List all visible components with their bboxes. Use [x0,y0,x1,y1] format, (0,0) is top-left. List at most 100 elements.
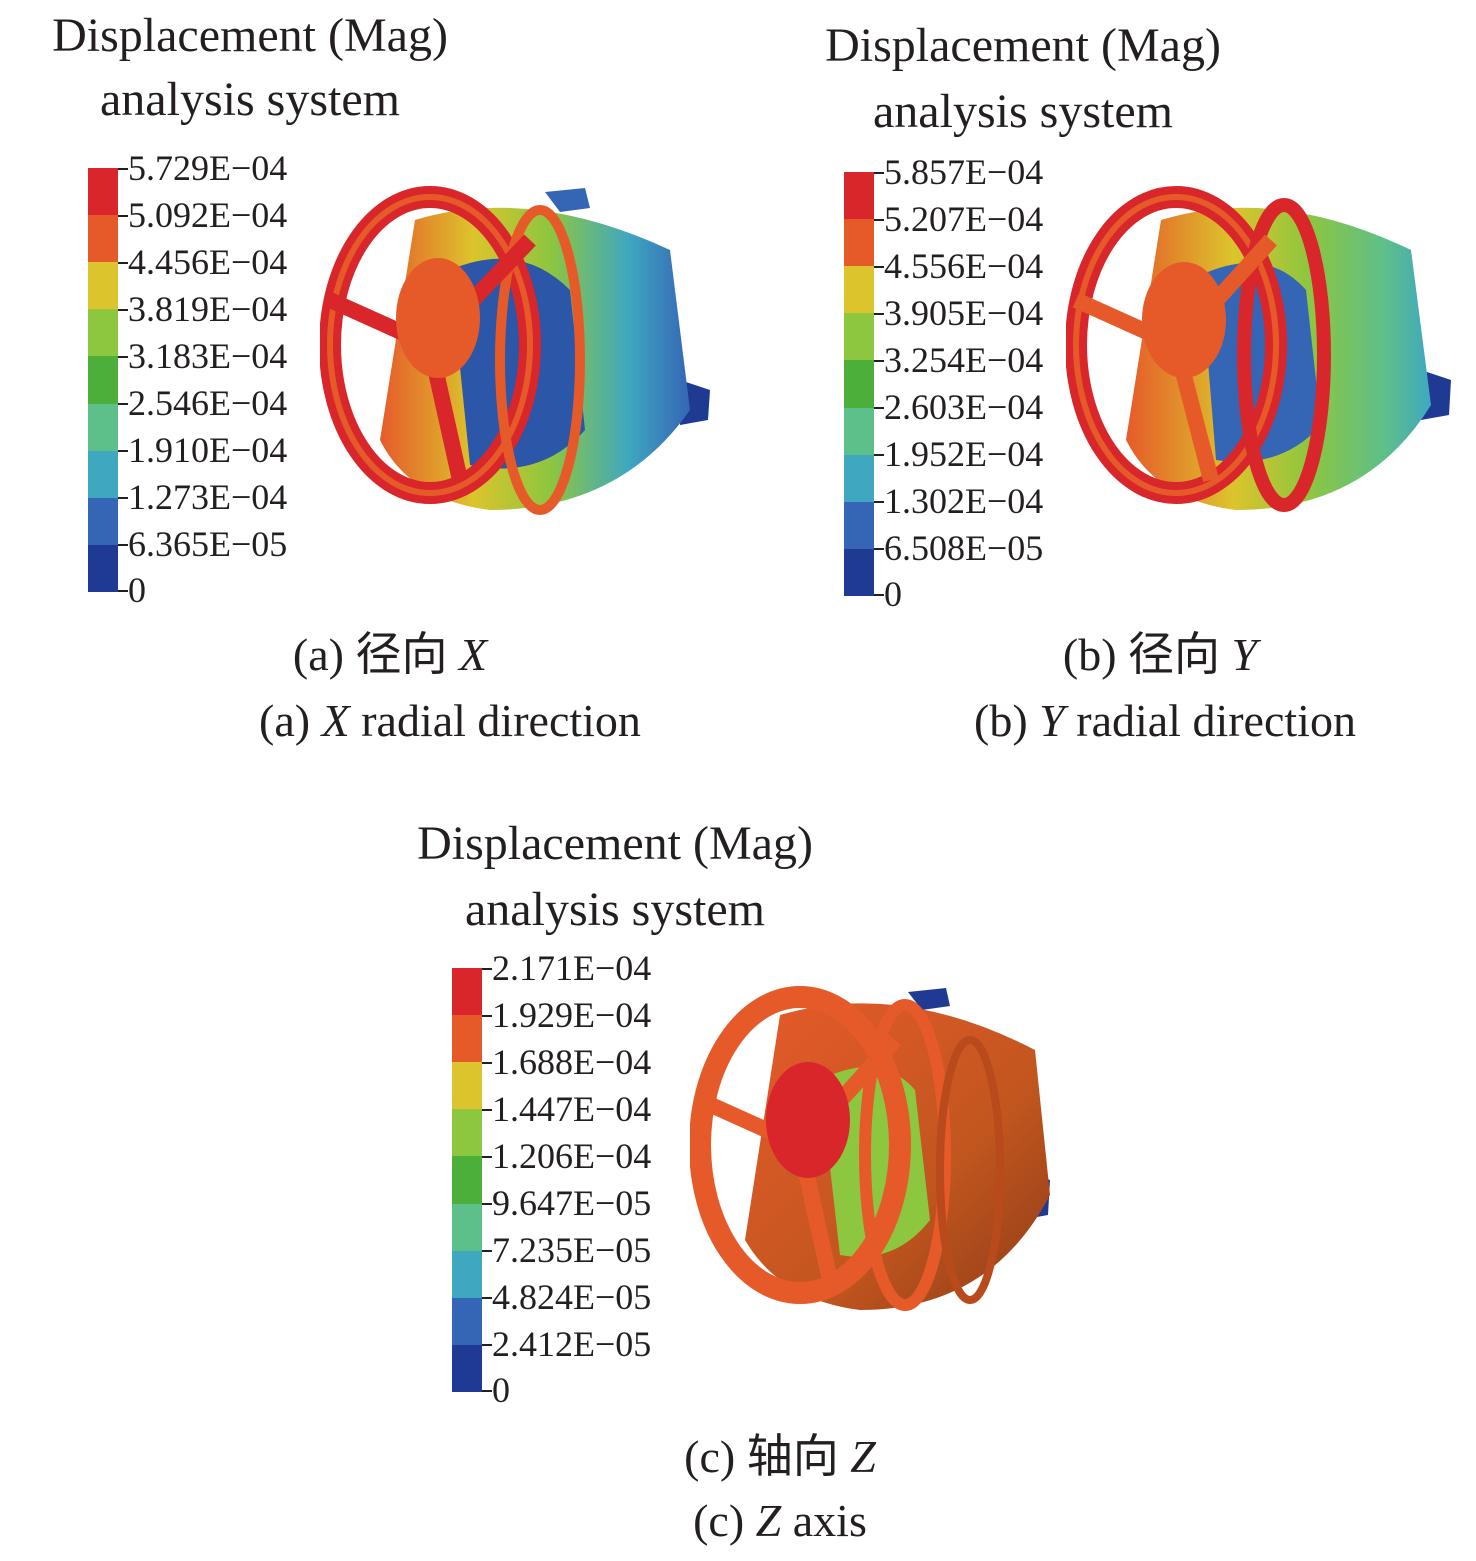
colorbar-segments [844,172,874,597]
colorbar-tick [482,1203,492,1205]
colorbar-tick [874,266,884,268]
caption-axis: Y [1039,695,1065,746]
colorbar-tick [482,1297,492,1299]
colorbar-label: 1.688E−04 [492,1042,652,1082]
colorbar-segment [88,497,118,546]
colorbar-tick [118,168,128,170]
panel-b-caption-en: (b) Y radial direction [930,690,1400,752]
colorbar-tick [118,215,128,217]
caption-prefix: (b) 径向 [1062,629,1232,680]
colorbar-tick [118,403,128,405]
colorbar-tick [118,356,128,358]
caption-prefix: (a) [259,695,322,746]
colorbar-tick [874,313,884,315]
colorbar-label: 3.254E−04 [884,340,1044,380]
colorbar-segment [844,266,874,314]
colorbar-label: 6.508E−05 [884,528,1044,568]
colorbar-segment [452,1344,482,1393]
colorbar-tick [118,262,128,264]
panel-b: Displacement (Mag) analysis system 5.857… [740,0,1476,760]
colorbar-segment [88,168,118,216]
colorbar-segment [844,172,874,220]
colorbar-tick [118,497,128,499]
colorbar-segment [844,407,874,456]
caption-suffix: radial direction [349,695,641,746]
colorbar-segment [88,450,118,499]
panel-a: Displacement (Mag) analysis system 5.729… [0,0,740,760]
caption-axis: X [458,629,488,680]
colorbar-tick [874,172,884,174]
colorbar-segment [88,262,118,310]
colorbar-segment [844,313,874,361]
colorbar-label: 6.365E−05 [128,524,288,564]
colorbar-segment [88,403,118,452]
caption-prefix: (b) [974,695,1040,746]
panel-c-fea-model [690,986,1050,1311]
colorbar-label: 1.447E−04 [492,1089,652,1129]
colorbar-tick [482,1109,492,1111]
panel-b-title-line1: Displacement (Mag) [825,19,1221,72]
colorbar-segment [452,968,482,1016]
colorbar-tick [118,309,128,311]
colorbar-segment [452,1203,482,1252]
colorbar-tick [874,360,884,362]
colorbar-segment [844,454,874,503]
panel-a-title-line2: analysis system [100,73,400,126]
colorbar-label: 0 [492,1370,510,1410]
colorbar-label: 7.235E−05 [492,1230,652,1270]
colorbar-tick [482,1062,492,1064]
colorbar-segment [452,1015,482,1063]
caption-axis: Y [1231,629,1258,680]
caption-suffix: radial direction [1064,695,1356,746]
colorbar-segment [844,501,874,550]
colorbar-label: 5.729E−04 [128,148,288,188]
colorbar-label: 2.546E−04 [128,383,288,423]
colorbar-tick [482,1250,492,1252]
caption-axis: X [321,695,350,746]
colorbar-label: 0 [884,574,902,614]
colorbar-tick [118,450,128,452]
panel-b-fea-model [1066,186,1451,512]
colorbar-label: 2.171E−04 [492,948,652,988]
caption-suffix: axis [781,1495,867,1546]
colorbar-tick [482,1015,492,1017]
colorbar-segment [844,219,874,267]
panel-a-fea-model [320,186,710,515]
colorbar-label: 3.183E−04 [128,336,288,376]
panel-b-caption-cn: (b) 径向 Y [1000,624,1320,686]
colorbar-label: 5.207E−04 [884,199,1044,239]
colorbar-segment [452,1156,482,1205]
colorbar-segment [844,360,874,409]
colorbar-label: 4.556E−04 [884,246,1044,286]
colorbar-label: 0 [128,570,146,610]
colorbar-segment [452,1297,482,1346]
colorbar-tick [118,544,128,546]
colorbar-label: 1.910E−04 [128,430,288,470]
colorbar-segment [88,215,118,263]
colorbar-label: 5.092E−04 [128,195,288,235]
colorbar-label: 9.647E−05 [492,1183,652,1223]
colorbar-segment [452,1250,482,1299]
colorbar-segment [844,548,874,597]
colorbar-tick [874,219,884,221]
colorbar-tick [482,1390,492,1392]
colorbar-label: 1.929E−04 [492,995,652,1035]
colorbar-label: 5.857E−04 [884,152,1044,192]
colorbar-tick [874,407,884,409]
panel-c-title-line1: Displacement (Mag) [417,817,813,870]
colorbar-segment [452,1109,482,1157]
caption-prefix: (a) 径向 [292,629,459,680]
panel-a-caption-cn: (a) 径向 X [230,624,550,686]
colorbar-tick [118,590,128,592]
colorbar-label: 1.952E−04 [884,434,1044,474]
caption-axis: Z [755,1495,782,1546]
colorbar-tick [874,594,884,596]
colorbar-segments [88,168,118,593]
colorbar-segment [88,544,118,593]
colorbar-label: 4.456E−04 [128,242,288,282]
panel-c: Displacement (Mag) analysis system 2.171… [360,800,1120,1560]
colorbar-label: 4.824E−05 [492,1277,652,1317]
panel-b-title-line2: analysis system [873,85,1173,138]
colorbar-tick [482,1344,492,1346]
colorbar-label: 2.412E−05 [492,1324,652,1364]
